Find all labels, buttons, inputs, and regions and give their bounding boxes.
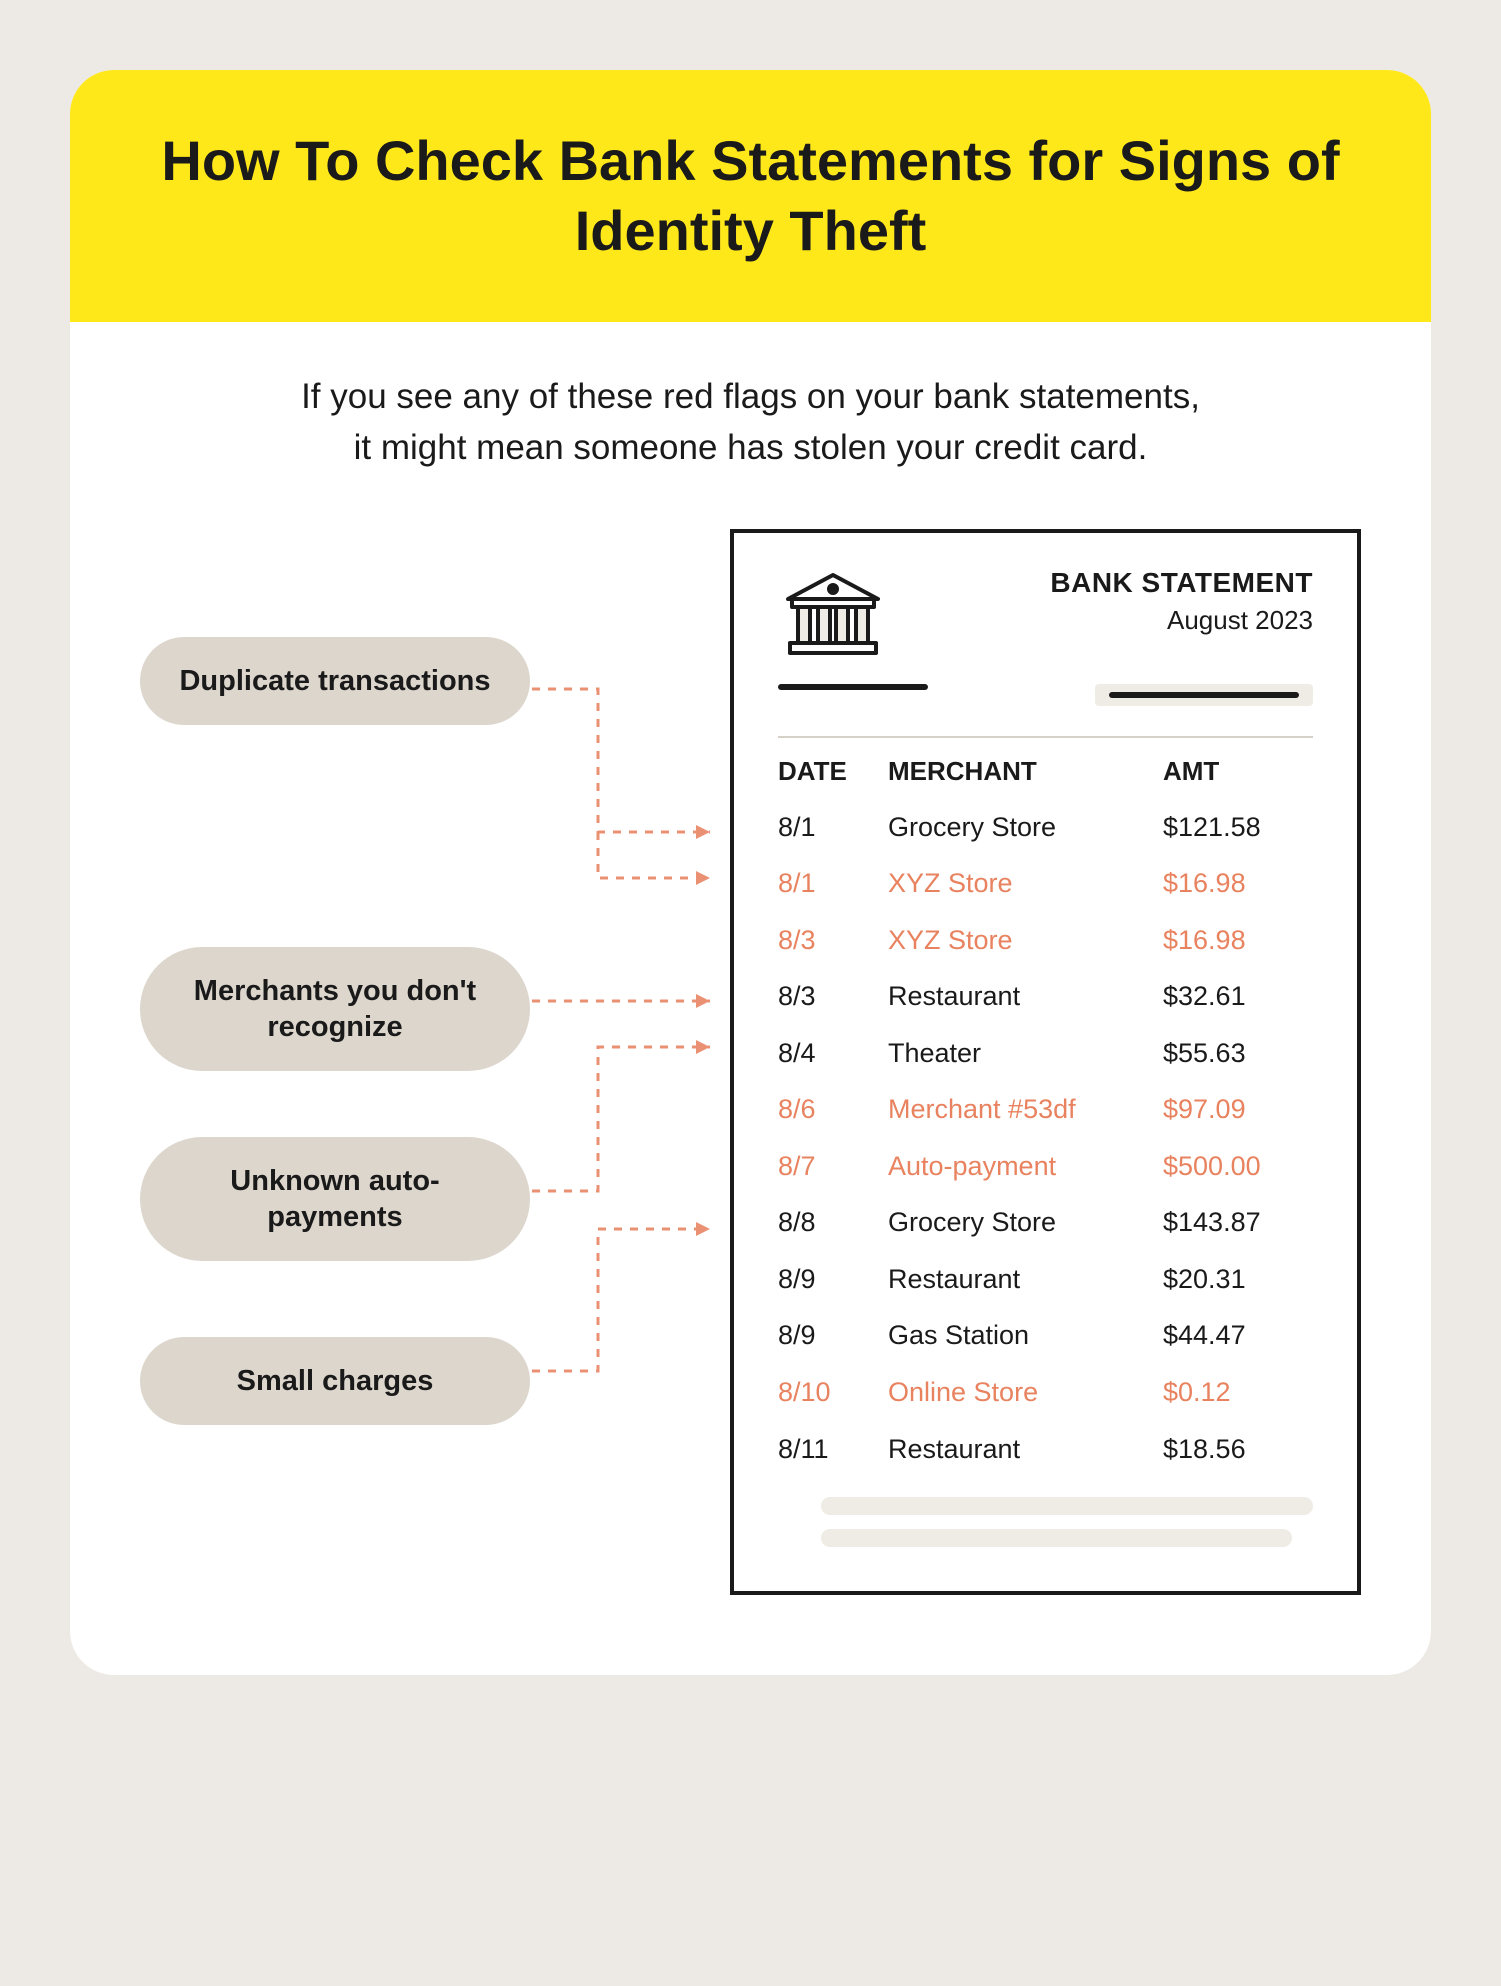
connector-arrow-icon [696, 825, 710, 839]
decor-line-left [778, 684, 928, 690]
cell-merchant: Auto-payment [888, 1144, 1163, 1189]
cell-date: 8/10 [778, 1370, 888, 1415]
table-row: 8/9Gas Station$44.47 [778, 1307, 1313, 1364]
decor-line-right-wrap [1095, 684, 1313, 706]
connector-line [532, 1047, 710, 1191]
cell-merchant: XYZ Store [888, 861, 1163, 906]
cell-merchant: Merchant #53df [888, 1087, 1163, 1132]
cell-date: 8/3 [778, 918, 888, 963]
cell-date: 8/3 [778, 974, 888, 1019]
statement-period: August 2023 [1050, 605, 1313, 636]
statement-decor-lines [778, 684, 1313, 706]
card-body: If you see any of these red flags on you… [70, 322, 1431, 1675]
cell-amount: $16.98 [1163, 918, 1313, 963]
connector-line [532, 689, 710, 878]
connector-arrow-icon [696, 994, 710, 1008]
statement-header: BANK STATEMENT August 2023 [778, 567, 1313, 666]
col-header-date: DATE [778, 756, 888, 787]
cell-merchant: Grocery Store [888, 805, 1163, 850]
statement-divider [778, 736, 1313, 738]
cell-merchant: Theater [888, 1031, 1163, 1076]
subtitle-text: If you see any of these red flags on you… [301, 372, 1201, 474]
table-row: 8/6Merchant #53df$97.09 [778, 1081, 1313, 1138]
footer-bar [821, 1529, 1292, 1547]
footer-bar [821, 1497, 1313, 1515]
cell-merchant: Online Store [888, 1370, 1163, 1415]
table-row: 8/3Restaurant$32.61 [778, 968, 1313, 1025]
cell-merchant: Restaurant [888, 1427, 1163, 1472]
cell-merchant: Restaurant [888, 974, 1163, 1019]
cell-merchant: Gas Station [888, 1313, 1163, 1358]
cell-date: 8/9 [778, 1257, 888, 1302]
bank-icon [778, 567, 888, 666]
header-banner: How To Check Bank Statements for Signs o… [70, 70, 1431, 322]
cell-date: 8/1 [778, 861, 888, 906]
cell-date: 8/9 [778, 1313, 888, 1358]
table-row: 8/10Online Store$0.12 [778, 1364, 1313, 1421]
statement-title: BANK STATEMENT [1050, 567, 1313, 599]
cell-amount: $20.31 [1163, 1257, 1313, 1302]
pill-column: Duplicate transactions Merchants you don'… [140, 529, 570, 1596]
table-row: 8/1XYZ Store$16.98 [778, 855, 1313, 912]
redflag-pill: Small charges [140, 1337, 530, 1425]
redflag-pill: Unknown auto-payments [140, 1137, 530, 1262]
infographic-card: How To Check Bank Statements for Signs o… [70, 70, 1431, 1675]
cell-date: 8/7 [778, 1144, 888, 1189]
cell-date: 8/1 [778, 805, 888, 850]
connector-line [532, 1229, 710, 1371]
cell-amount: $500.00 [1163, 1144, 1313, 1189]
redflag-pill: Merchants you don't recognize [140, 947, 530, 1072]
page-title: How To Check Bank Statements for Signs o… [110, 126, 1391, 266]
cell-date: 8/8 [778, 1200, 888, 1245]
cell-amount: $44.47 [1163, 1313, 1313, 1358]
col-header-amount: AMT [1163, 756, 1313, 787]
table-row: 8/7Auto-payment$500.00 [778, 1138, 1313, 1195]
cell-amount: $97.09 [1163, 1087, 1313, 1132]
cell-amount: $16.98 [1163, 861, 1313, 906]
cell-merchant: XYZ Store [888, 918, 1163, 963]
cell-amount: $143.87 [1163, 1200, 1313, 1245]
transactions-table: DATE MERCHANT AMT 8/1Grocery Store$121.5… [778, 750, 1313, 1478]
cell-amount: $32.61 [1163, 974, 1313, 1019]
table-row: 8/3XYZ Store$16.98 [778, 912, 1313, 969]
cell-amount: $121.58 [1163, 805, 1313, 850]
col-header-merchant: MERCHANT [888, 756, 1163, 787]
statement-footer-bars [778, 1497, 1313, 1547]
table-row: 8/1Grocery Store$121.58 [778, 799, 1313, 856]
cell-amount: $55.63 [1163, 1031, 1313, 1076]
table-row: 8/4Theater$55.63 [778, 1025, 1313, 1082]
table-row: 8/8Grocery Store$143.87 [778, 1194, 1313, 1251]
cell-amount: $0.12 [1163, 1370, 1313, 1415]
cell-merchant: Restaurant [888, 1257, 1163, 1302]
table-row: 8/9Restaurant$20.31 [778, 1251, 1313, 1308]
cell-date: 8/4 [778, 1031, 888, 1076]
cell-date: 8/6 [778, 1087, 888, 1132]
cell-date: 8/11 [778, 1427, 888, 1472]
redflag-pill: Duplicate transactions [140, 637, 530, 725]
bank-statement: BANK STATEMENT August 2023 DATE MERCHANT [730, 529, 1361, 1596]
table-row: 8/11Restaurant$18.56 [778, 1421, 1313, 1478]
table-header: DATE MERCHANT AMT [778, 750, 1313, 793]
content-row: Duplicate transactions Merchants you don'… [140, 529, 1361, 1596]
connector-arrow-icon [696, 1040, 710, 1054]
connector-arrow-icon [696, 871, 710, 885]
connector-arrow-icon [696, 1222, 710, 1236]
decor-line-right [1109, 692, 1299, 698]
cell-amount: $18.56 [1163, 1427, 1313, 1472]
cell-merchant: Grocery Store [888, 1200, 1163, 1245]
